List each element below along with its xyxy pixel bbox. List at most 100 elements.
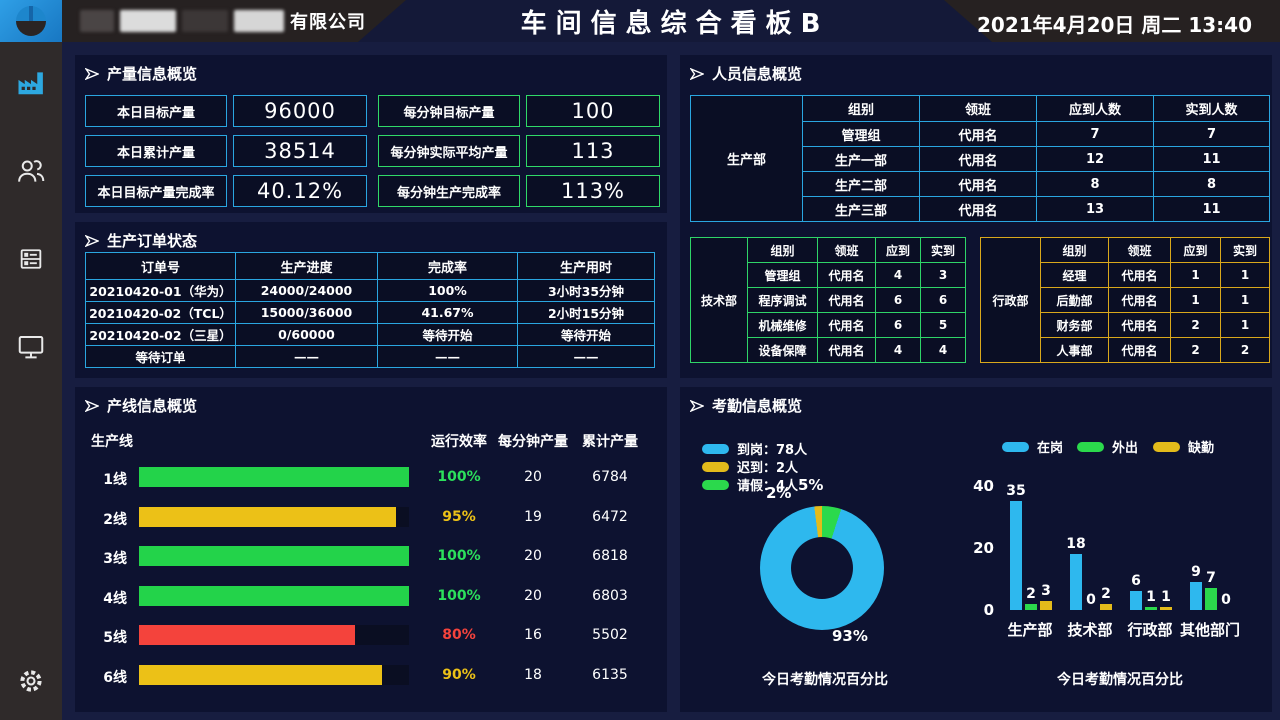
bar-value: 9 [1191, 564, 1201, 580]
stat-label: 本日目标产量 [85, 95, 227, 127]
cell: 11 [1153, 196, 1270, 222]
cell: 生产一部 [802, 146, 920, 172]
cell: —— [377, 345, 518, 368]
table-row: 机械维修 代用名 6 5 [691, 312, 966, 338]
cell: 4 [875, 337, 921, 363]
cell: 5 [920, 312, 966, 338]
line-progress-track [139, 467, 409, 487]
col-header: 领班 [1108, 237, 1171, 263]
sidebar-item-orders[interactable] [0, 242, 62, 276]
sidebar [0, 42, 62, 720]
line-name: 3线 [103, 551, 127, 567]
cell: 后勤部 [1040, 287, 1109, 313]
cell: 代用名 [919, 146, 1037, 172]
line-progress-fill [139, 467, 409, 487]
legend-swatch [702, 479, 729, 490]
line-row: 6线 90% 18 6135 [75, 664, 667, 686]
gear-icon [20, 670, 42, 692]
cell: 11 [1153, 146, 1270, 172]
legend-label: 外出 [1112, 441, 1139, 456]
cell: 3 [920, 262, 966, 288]
company-name-suffix: 有限公司 [290, 12, 366, 33]
cell: 管理组 [802, 121, 920, 147]
cell: 2 [1170, 312, 1221, 338]
dept-cell: 行政部 [980, 237, 1041, 363]
col-header: 订单号 [85, 252, 236, 280]
legend-label: 缺勤 [1188, 441, 1215, 456]
line-progress-track [139, 586, 409, 606]
donut-hole [791, 537, 853, 599]
sidebar-item-personnel[interactable] [0, 154, 62, 188]
line-efficiency: 80% [442, 627, 476, 643]
cell: 代用名 [919, 171, 1037, 197]
globe-logo-icon [16, 6, 46, 36]
cell: 1 [1220, 312, 1270, 338]
bar-out: 7 [1205, 570, 1217, 610]
arrow-icon [85, 234, 99, 247]
legend-label: 请假：4人 [737, 479, 799, 494]
section-header: 产线信息概览 [85, 395, 197, 416]
line-row: 4线 100% 20 6803 [75, 585, 667, 607]
cell: 管理组 [747, 262, 818, 288]
table-header-row: 技术部 组别 领班 应到 实到 [690, 237, 966, 363]
stat-label: 每分钟目标产量 [378, 95, 520, 127]
bar-value: 2 [1026, 586, 1036, 602]
donut-label-late: 2% [766, 484, 792, 502]
line-per-minute: 16 [524, 627, 542, 643]
cell: 代用名 [919, 121, 1037, 147]
cell: 2 [1220, 337, 1270, 363]
section-title: 产线信息概览 [107, 397, 198, 415]
section-header: 考勤信息概览 [690, 395, 802, 416]
legend-label: 迟到：2人 [737, 461, 799, 476]
bar-value: 7 [1206, 570, 1216, 586]
table-row: 经理 代用名 1 1 [981, 262, 1270, 288]
bar-group: 35 2 3 [1006, 483, 1052, 610]
company-name-redacted [80, 10, 114, 32]
cell: 机械维修 [747, 312, 818, 338]
monitor-icon [18, 336, 44, 359]
col-header: 领班 [817, 237, 876, 263]
stat-label: 每分钟实际平均产量 [378, 135, 520, 167]
table-row: 20210420-02（三星） 0/60000 等待开始 等待开始 [85, 323, 655, 346]
col-header: 应到人数 [1036, 95, 1154, 122]
cell: 代用名 [817, 262, 876, 288]
attendance-donut-chart [760, 506, 884, 630]
table-row: 财务部 代用名 2 1 [981, 312, 1270, 338]
cell: 代用名 [1108, 337, 1171, 363]
section-title: 生产订单状态 [107, 232, 198, 250]
donut-label-leave: 5% [798, 476, 824, 494]
cell: 等待开始 [517, 323, 655, 346]
datetime-display: 2021年4月20日 周二 13:40 [977, 13, 1252, 37]
company-name-redacted [182, 10, 228, 32]
table-row: 20210420-01（华为） 24000/24000 100% 3小时35分钟 [85, 279, 655, 302]
bar-value: 1 [1146, 589, 1156, 605]
y-tick: 20 [973, 539, 994, 557]
arrow-icon [690, 399, 704, 412]
company-name: 有限公司 [80, 8, 366, 34]
legend-label: 到岗：78人 [737, 443, 808, 458]
col-header: 每分钟产量 [498, 434, 568, 450]
cell: 代用名 [1108, 262, 1171, 288]
personnel-tech-table: 技术部 组别 领班 应到 实到 管理组 代用名 4 3 程序调试 代用名 6 6… [690, 237, 966, 363]
cell: 设备保障 [747, 337, 818, 363]
company-name-redacted [234, 10, 284, 32]
stat-label: 本日累计产量 [85, 135, 227, 167]
stat-value: 113% [526, 175, 660, 207]
table-row: 生产一部 代用名 12 11 [691, 146, 1270, 172]
line-efficiency: 90% [442, 667, 476, 683]
panel-order-status: 生产订单状态 订单号 生产进度 完成率 生产用时 20210420-01（华为）… [75, 222, 667, 378]
legend-swatch [702, 461, 729, 472]
table-row: 生产二部 代用名 8 8 [691, 171, 1270, 197]
sidebar-item-workshop-board[interactable] [0, 66, 62, 100]
line-efficiency: 100% [437, 548, 481, 564]
sidebar-item-settings[interactable] [0, 664, 62, 698]
factory-icon [18, 72, 43, 95]
line-name: 6线 [103, 670, 127, 686]
line-row: 1线 100% 20 6784 [75, 466, 667, 488]
cell: 4 [920, 337, 966, 363]
bar-group: 18 0 2 [1066, 536, 1112, 610]
personnel-admin-table: 行政部 组别 领班 应到 实到 经理 代用名 1 1 后勤部 代用名 1 1 财… [980, 237, 1270, 363]
legend-item: 缺勤 [1153, 437, 1214, 456]
sidebar-item-monitor[interactable] [0, 330, 62, 364]
stat-card: 每分钟生产完成率 113% [378, 175, 660, 207]
